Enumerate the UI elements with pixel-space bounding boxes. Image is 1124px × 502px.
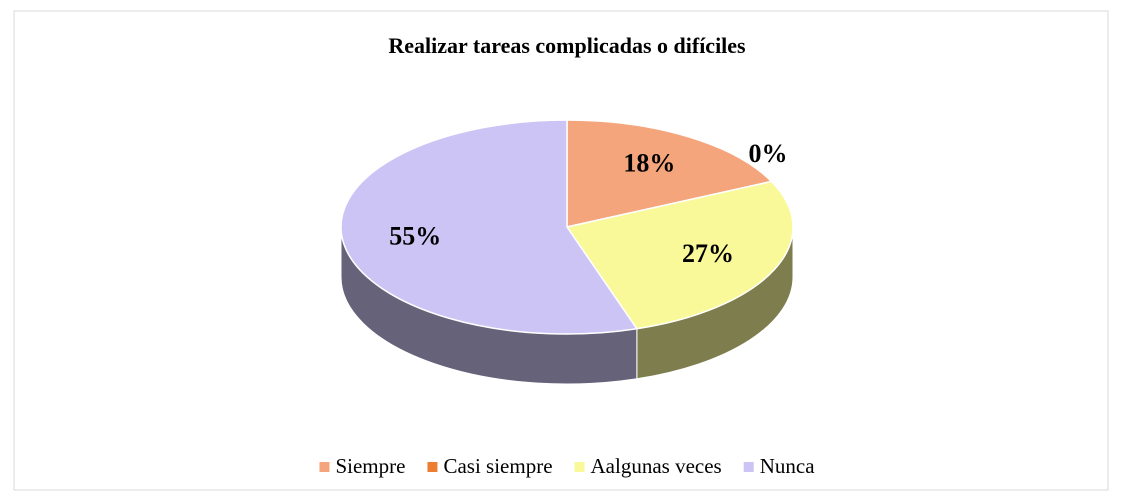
legend-label: Siempre <box>335 454 405 478</box>
data-label: 0% <box>749 139 788 168</box>
data-label: 27% <box>682 239 734 268</box>
pie-slice <box>340 119 639 335</box>
legend-label: Aalgunas veces <box>591 454 722 478</box>
legend-marker <box>427 462 438 472</box>
legend-marker <box>319 462 330 472</box>
legend-label: Nunca <box>760 454 815 478</box>
legend-label: Casi siempre <box>443 454 552 478</box>
pie-slice <box>565 180 794 330</box>
data-label: 18% <box>623 149 675 178</box>
pie-slice <box>566 119 773 228</box>
data-label: 55% <box>389 221 441 250</box>
legend-marker <box>743 462 754 472</box>
chart-title: Realizar tareas complicadas o difíciles <box>388 33 746 58</box>
legend-marker <box>574 462 585 472</box>
